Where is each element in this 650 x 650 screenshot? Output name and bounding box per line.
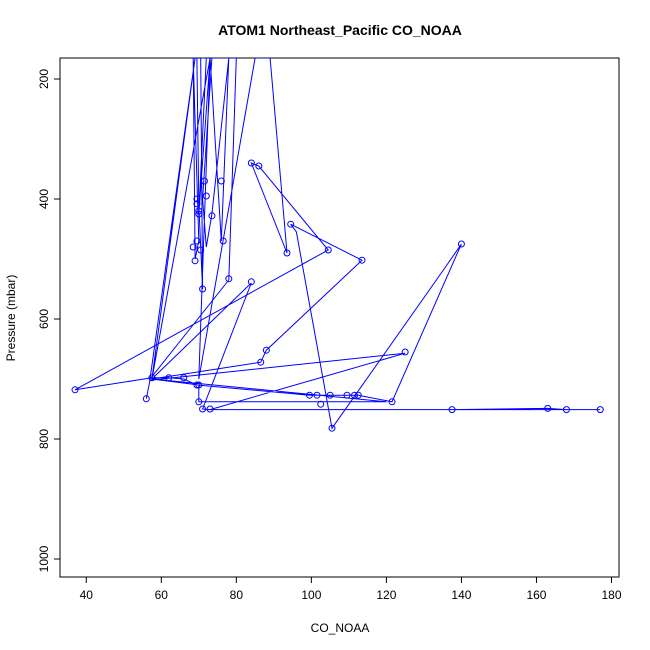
data-point [206, 405, 214, 413]
plot-area [71, 58, 604, 432]
x-tick-label: 180 [601, 588, 621, 602]
y-tick-label: 800 [37, 429, 51, 449]
data-point [180, 374, 188, 382]
data-point [189, 243, 197, 251]
data-point [457, 240, 465, 248]
data-point [193, 195, 201, 203]
data-point [195, 398, 203, 406]
data-point [257, 358, 265, 366]
data-point [195, 381, 203, 389]
data-point [401, 348, 409, 356]
y-tick-label: 400 [37, 189, 51, 209]
data-point [287, 220, 295, 228]
data-point [343, 391, 351, 399]
data-point [193, 237, 201, 245]
data-point [358, 256, 366, 264]
data-point [208, 212, 216, 220]
data-point [200, 177, 208, 185]
x-axis: 40 60 80 100 120 140 160 180 [80, 577, 622, 602]
x-tick-label: 80 [230, 588, 244, 602]
data-point [326, 391, 334, 399]
data-point [283, 249, 291, 257]
data-point [448, 406, 456, 414]
data-point [247, 159, 255, 167]
x-tick-label: 120 [376, 588, 396, 602]
data-point [544, 404, 552, 412]
y-axis: 200 400 600 800 1000 [37, 69, 60, 572]
plot-frame [59, 57, 620, 578]
data-point [195, 207, 203, 215]
data-point [328, 424, 336, 432]
series-line [74, 58, 601, 430]
data-point [199, 405, 207, 413]
data-point [199, 285, 207, 293]
data-point [596, 406, 604, 414]
y-tick-label: 200 [37, 69, 51, 89]
data-point [562, 406, 570, 414]
data-point [217, 177, 225, 185]
data-point [193, 381, 201, 389]
data-point [255, 162, 263, 170]
y-tick-label: 600 [37, 309, 51, 329]
data-point [71, 386, 79, 394]
data-point [262, 346, 270, 354]
data-point [142, 395, 150, 403]
data-point [219, 237, 227, 245]
data-point [324, 246, 332, 254]
data-point [317, 400, 325, 408]
x-tick-label: 160 [526, 588, 546, 602]
data-point [388, 398, 396, 406]
data-point [193, 200, 201, 208]
data-point [354, 391, 362, 399]
chart-title: ATOM1 Northeast_Pacific CO_NOAA [218, 22, 462, 38]
data-point [191, 257, 199, 265]
data-point [313, 391, 321, 399]
x-tick-label: 40 [80, 588, 94, 602]
data-point [165, 374, 173, 382]
x-tick-label: 100 [301, 588, 321, 602]
x-tick-label: 60 [155, 588, 169, 602]
data-point [195, 210, 203, 218]
data-point [197, 246, 205, 254]
data-point [247, 278, 255, 286]
data-point [148, 374, 156, 382]
data-point [305, 391, 313, 399]
data-point [225, 275, 233, 283]
x-tick-label: 140 [451, 588, 471, 602]
data-point [351, 391, 359, 399]
y-axis-label: Pressure (mbar) [4, 275, 18, 362]
x-axis-label: CO_NOAA [311, 621, 370, 635]
data-point [202, 192, 210, 200]
y-tick-label: 1000 [37, 545, 51, 572]
